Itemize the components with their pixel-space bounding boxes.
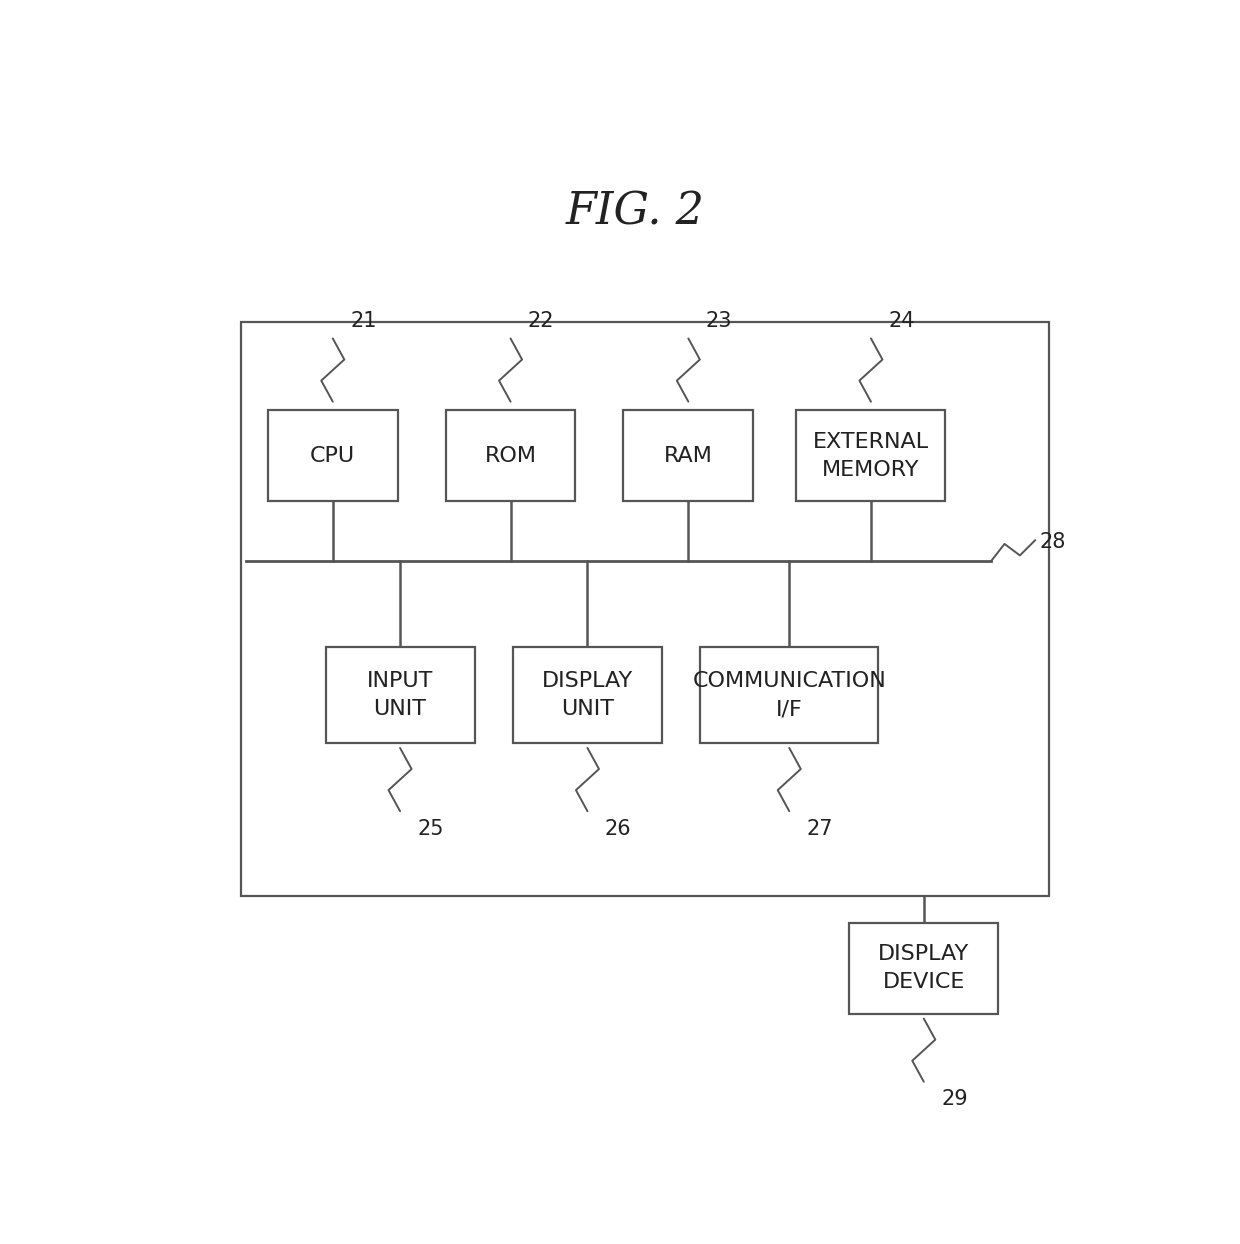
Text: 25: 25 — [418, 819, 444, 838]
Text: 22: 22 — [528, 311, 554, 331]
Bar — [242, 322, 1049, 897]
Text: ROM: ROM — [485, 445, 537, 465]
Bar — [849, 923, 998, 1014]
Text: 29: 29 — [941, 1090, 967, 1110]
Bar — [268, 411, 398, 501]
Text: 26: 26 — [605, 819, 631, 838]
Text: COMMUNICATION
I/F: COMMUNICATION I/F — [692, 672, 887, 719]
Bar — [326, 647, 475, 743]
Text: DISPLAY
UNIT: DISPLAY UNIT — [542, 672, 634, 719]
Text: 27: 27 — [806, 819, 833, 838]
Bar — [445, 411, 575, 501]
Text: 24: 24 — [888, 311, 915, 331]
Bar — [796, 411, 945, 501]
Text: FIG. 2: FIG. 2 — [565, 190, 706, 233]
Bar — [701, 647, 878, 743]
Text: RAM: RAM — [663, 445, 713, 465]
Text: 21: 21 — [350, 311, 377, 331]
Text: EXTERNAL
MEMORY: EXTERNAL MEMORY — [813, 432, 929, 480]
Text: INPUT
UNIT: INPUT UNIT — [367, 672, 433, 719]
Text: CPU: CPU — [310, 445, 356, 465]
Text: 23: 23 — [706, 311, 732, 331]
Bar — [513, 647, 662, 743]
Text: DISPLAY
DEVICE: DISPLAY DEVICE — [878, 944, 970, 993]
Text: 28: 28 — [1039, 532, 1065, 552]
Bar — [624, 411, 753, 501]
